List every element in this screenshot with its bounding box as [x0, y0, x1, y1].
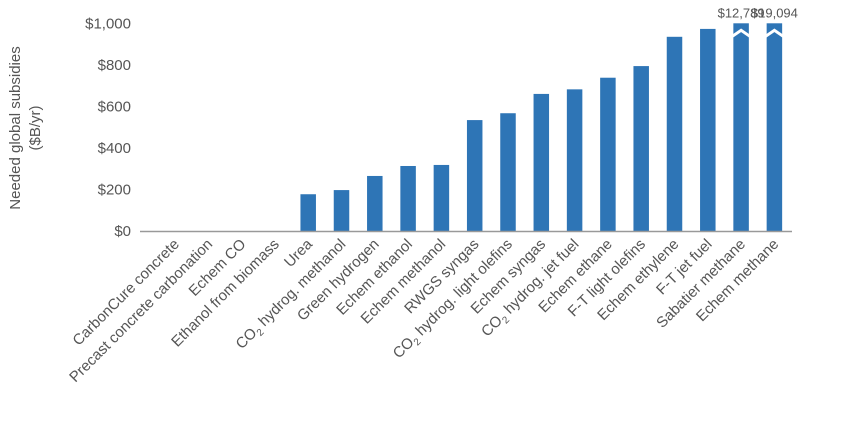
bar [766, 23, 783, 231]
bar [433, 164, 450, 231]
y-tick-label: $800 [98, 57, 131, 74]
y-axis-label: Needed global subsidies ($B/yr) [7, 46, 44, 209]
y-axis-label-line2: ($B/yr) [27, 105, 44, 150]
data-label: $19,094 [751, 5, 798, 20]
bar [466, 120, 483, 231]
y-tick-label: $0 [114, 223, 131, 240]
y-tick-label: $200 [98, 181, 131, 198]
bar [666, 36, 683, 231]
bar [533, 93, 550, 231]
data-label: $12,789 [718, 5, 765, 20]
bar [333, 190, 350, 231]
bar [367, 175, 383, 231]
bar [500, 113, 516, 231]
bar [633, 66, 649, 231]
axis-break-mark [731, 28, 751, 38]
y-tick-label: $400 [98, 140, 131, 157]
bar [400, 165, 416, 231]
y-axis-label-line1: Needed global subsidies [7, 46, 24, 209]
bar [700, 28, 716, 232]
bar [600, 77, 616, 231]
bar [733, 23, 749, 231]
y-tick-label: $1,000 [85, 15, 131, 32]
y-tick-label: $600 [98, 98, 131, 115]
category-label: Precast concrete carbonation [66, 236, 216, 386]
bar [300, 194, 316, 231]
bar [566, 89, 583, 231]
axis-break-mark [764, 28, 784, 38]
